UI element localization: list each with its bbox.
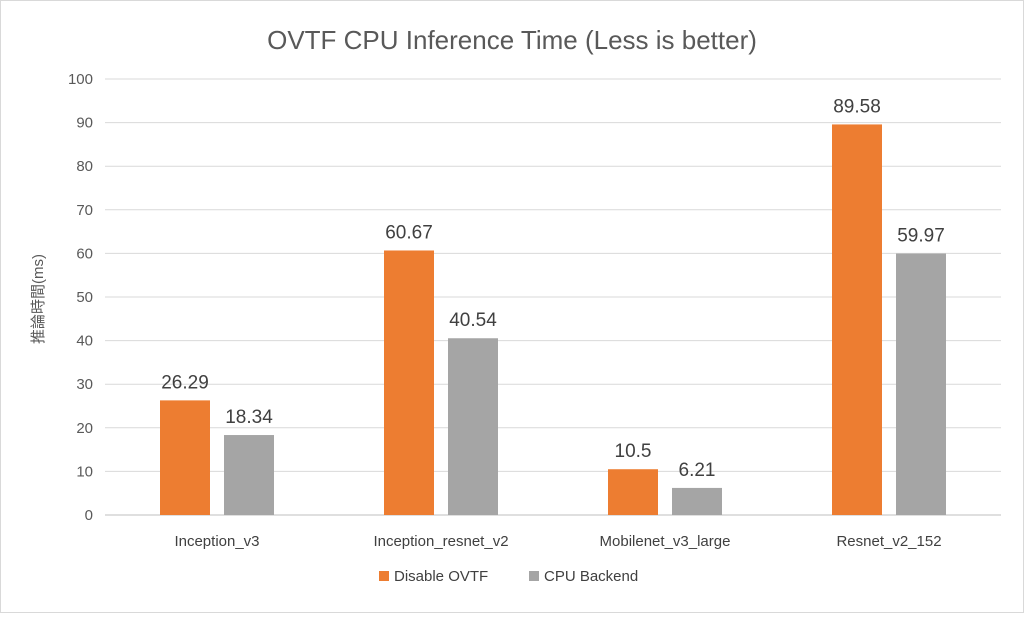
- y-tick-label: 0: [85, 507, 93, 524]
- legend-swatch: [529, 571, 539, 581]
- bar-disable-ovtf: [384, 250, 434, 515]
- data-label: 89.58: [833, 96, 881, 117]
- y-tick-label: 50: [76, 289, 93, 306]
- legend-label: Disable OVTF: [394, 568, 488, 585]
- legend-label: CPU Backend: [544, 568, 638, 585]
- data-label: 26.29: [161, 372, 209, 393]
- x-tick-label: Inception_v3: [174, 533, 259, 550]
- y-axis-ticks: 0 10 20 30 40 50 60 70 80 90 100: [68, 71, 93, 524]
- x-tick-label: Resnet_v2_152: [836, 533, 941, 550]
- y-tick-label: 90: [76, 115, 93, 132]
- bar-disable-ovtf: [160, 400, 210, 515]
- bar-cpu-backend: [672, 487, 722, 515]
- legend-swatch: [379, 571, 389, 581]
- bar-cpu-backend: [448, 338, 498, 515]
- bars: [160, 124, 946, 515]
- y-tick-label: 100: [68, 71, 93, 88]
- bar-cpu-backend: [224, 435, 274, 515]
- y-tick-label: 60: [76, 245, 93, 262]
- chart-title: OVTF CPU Inference Time (Less is better): [267, 25, 757, 55]
- y-tick-label: 10: [76, 463, 93, 480]
- x-tick-label: Inception_resnet_v2: [373, 533, 508, 550]
- data-label: 18.34: [225, 407, 273, 428]
- bar-cpu-backend: [896, 253, 946, 515]
- legend: Disable OVTF CPU Backend: [379, 568, 638, 585]
- y-tick-label: 80: [76, 158, 93, 175]
- data-label: 59.97: [897, 226, 945, 247]
- data-label: 6.21: [679, 460, 716, 481]
- y-tick-label: 40: [76, 333, 93, 350]
- y-tick-label: 20: [76, 420, 93, 437]
- bar-disable-ovtf: [832, 124, 882, 515]
- data-label: 60.67: [385, 222, 433, 243]
- x-axis-ticks: Inception_v3 Inception_resnet_v2 Mobilenet…: [174, 533, 941, 550]
- y-axis-label: 推論時間(ms): [30, 254, 47, 344]
- y-tick-label: 70: [76, 202, 93, 219]
- x-tick-label: Mobilenet_v3_large: [600, 533, 731, 550]
- data-label: 40.54: [449, 310, 497, 331]
- data-labels: 26.29 18.34 60.67 40.54 10.5 6.21 89.58 59.97: [161, 96, 945, 480]
- bar-disable-ovtf: [608, 469, 658, 515]
- y-tick-label: 30: [76, 376, 93, 393]
- data-label: 10.5: [615, 441, 652, 462]
